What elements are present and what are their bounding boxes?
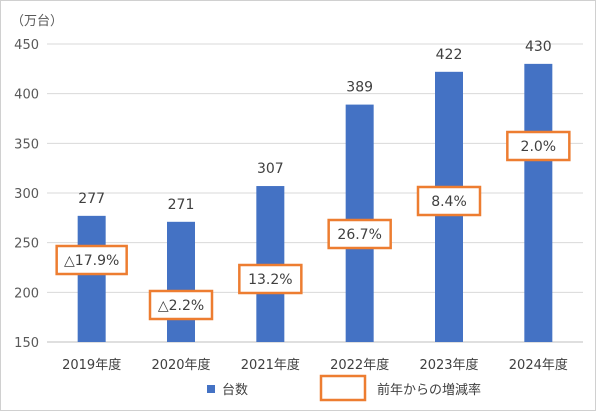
change-rate-label: 26.7%: [337, 227, 381, 243]
bar-value-label: 389: [346, 80, 373, 96]
legend-label-units: 台数: [222, 383, 248, 398]
y-tick-label: 150: [14, 336, 39, 351]
x-category-label: 2023年度: [419, 357, 478, 373]
change-rate-box: [416, 185, 482, 217]
value-labels: 277 271 307 389 422 430: [78, 39, 551, 213]
legend-swatch-units: [207, 385, 215, 393]
bar-value-label: 277: [78, 191, 105, 207]
y-tick-label: 250: [14, 237, 39, 252]
y-tick-label: 300: [14, 187, 39, 202]
bar: [77, 215, 106, 342]
change-rate-box: [238, 263, 303, 295]
bar-value-label: 430: [525, 39, 552, 55]
change-rate-box: [148, 289, 214, 321]
bar: [167, 221, 195, 342]
x-category-label: 2019年度: [62, 357, 121, 373]
gridlines: [47, 43, 583, 343]
bar-value-label: 307: [257, 161, 284, 177]
x-category-label: 2021年度: [241, 357, 300, 373]
bar-value-label: 422: [436, 47, 463, 63]
change-rate-box: [55, 244, 128, 276]
change-rate-box: [327, 218, 392, 250]
change-rate-label: 13.2%: [248, 272, 292, 288]
x-category-label: 2022年度: [330, 357, 389, 373]
bar-value-label: 271: [168, 197, 195, 213]
change-rate-label: △17.9%: [64, 253, 119, 269]
change-rate-label: △2.2%: [158, 298, 204, 314]
legend-label-change-rate: 前年からの増減率: [377, 382, 481, 398]
change-annotations: △17.9% △2.2% 13.2% 26.7% 8.4% 2.0%: [55, 130, 571, 321]
change-rate-box: [506, 130, 571, 162]
legend: 台数 前年からの増減率: [207, 374, 481, 402]
y-tick-label: 200: [14, 286, 39, 301]
x-category-label: 2020年度: [151, 357, 210, 373]
change-rate-label: 8.4%: [431, 194, 467, 210]
bar: [524, 63, 553, 342]
y-tick-label: 350: [14, 137, 39, 152]
y-tick-label: 450: [14, 38, 39, 53]
x-category-label: 2024年度: [509, 357, 568, 373]
change-rate-label: 2.0%: [521, 139, 557, 155]
y-tick-label: 400: [14, 88, 39, 103]
x-axis: 2019年度 2020年度 2021年度 2022年度 2023年度 2024年度: [62, 357, 568, 373]
y-axis-unit-label: （万台）: [11, 14, 63, 29]
y-axis: 150 200 250 300 350 400 450: [14, 38, 39, 351]
legend-box-change-rate: [319, 374, 367, 402]
